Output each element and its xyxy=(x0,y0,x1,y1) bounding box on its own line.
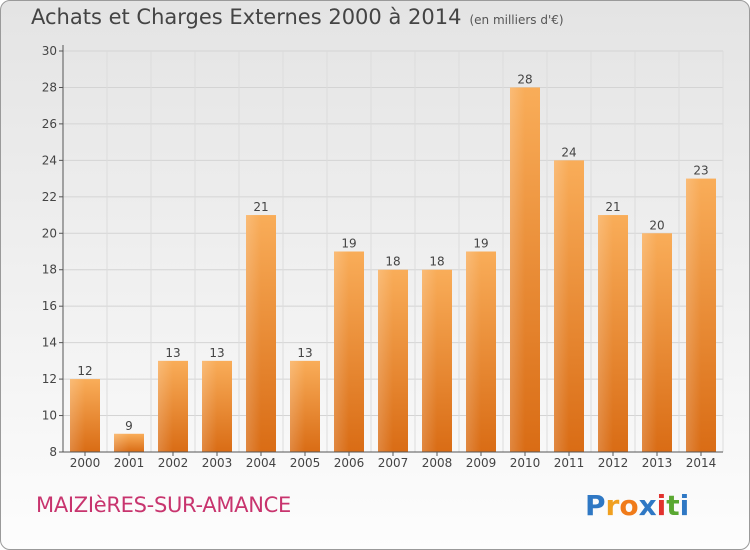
chart-title: Achats et Charges Externes 2000 à 2014 xyxy=(31,5,462,29)
x-tick-label: 2013 xyxy=(642,456,673,470)
bar-highlight xyxy=(114,433,129,452)
proxiti-logo: Proxiti xyxy=(585,489,689,522)
x-tick-label: 2011 xyxy=(554,456,585,470)
bar-value-label: 18 xyxy=(429,255,444,269)
y-tick-label: 18 xyxy=(42,263,57,277)
y-tick-label: 30 xyxy=(42,44,57,58)
logo-letter: i xyxy=(656,489,667,522)
bar-value-label: 23 xyxy=(693,164,708,178)
y-tick-label: 28 xyxy=(42,80,57,94)
y-tick-label: 10 xyxy=(42,409,57,423)
bar-value-label: 13 xyxy=(209,346,224,360)
bar-value-label: 13 xyxy=(165,346,180,360)
x-tick-label: 2001 xyxy=(114,456,145,470)
x-tick-label: 2002 xyxy=(158,456,189,470)
y-tick-label: 26 xyxy=(42,117,57,131)
bar-highlight xyxy=(246,215,261,452)
logo-letter: r xyxy=(605,489,620,522)
bar-value-label: 20 xyxy=(649,218,664,232)
logo-letter: o xyxy=(619,489,639,522)
bar-value-label: 12 xyxy=(77,364,92,378)
bar-highlight xyxy=(70,379,85,452)
bar-value-label: 21 xyxy=(605,200,620,214)
bar-highlight xyxy=(378,269,393,452)
bar-value-label: 21 xyxy=(253,200,268,214)
bar-highlight xyxy=(158,360,173,452)
bar-value-label: 9 xyxy=(125,419,133,433)
bar-highlight xyxy=(334,251,349,452)
bar-value-label: 13 xyxy=(297,346,312,360)
bar-highlight xyxy=(466,251,481,452)
bar-highlight xyxy=(422,269,437,452)
y-tick-label: 8 xyxy=(49,445,57,459)
x-tick-label: 2005 xyxy=(290,456,321,470)
x-tick-label: 2010 xyxy=(510,456,541,470)
chart-subtitle: (en milliers d'€) xyxy=(469,13,564,27)
x-tick-label: 2006 xyxy=(334,456,365,470)
bar-highlight xyxy=(202,360,217,452)
bar-value-label: 24 xyxy=(561,145,576,159)
y-tick-label: 14 xyxy=(42,336,57,350)
y-tick-label: 24 xyxy=(42,153,57,167)
bar-value-label: 28 xyxy=(517,72,532,86)
logo-letter: t xyxy=(666,489,680,522)
bar-value-label: 19 xyxy=(473,237,488,251)
bar-highlight xyxy=(290,360,305,452)
x-tick-label: 2014 xyxy=(686,456,717,470)
logo-letter: i xyxy=(679,489,690,522)
x-tick-label: 2012 xyxy=(598,456,629,470)
x-tick-label: 2000 xyxy=(70,456,101,470)
y-tick-label: 22 xyxy=(42,190,57,204)
x-tick-label: 2007 xyxy=(378,456,409,470)
logo-letter: x xyxy=(638,489,657,522)
logo-letter: P xyxy=(585,489,606,522)
place-name: MAIZIèRES-SUR-AMANCE xyxy=(36,493,291,517)
bar-highlight xyxy=(510,87,525,453)
y-tick-label: 20 xyxy=(42,226,57,240)
bar-highlight xyxy=(554,160,569,452)
x-tick-label: 2009 xyxy=(466,456,497,470)
bar-value-label: 19 xyxy=(341,237,356,251)
x-tick-label: 2004 xyxy=(246,456,277,470)
y-tick-label: 12 xyxy=(42,372,57,386)
bar-highlight xyxy=(598,215,613,452)
bar-highlight xyxy=(642,233,657,452)
bar-highlight xyxy=(686,178,701,452)
x-tick-label: 2008 xyxy=(422,456,453,470)
bar-value-label: 18 xyxy=(385,255,400,269)
chart-title-block: Achats et Charges Externes 2000 à 2014 (e… xyxy=(31,5,564,29)
x-tick-label: 2003 xyxy=(202,456,233,470)
y-tick-label: 16 xyxy=(42,299,57,313)
